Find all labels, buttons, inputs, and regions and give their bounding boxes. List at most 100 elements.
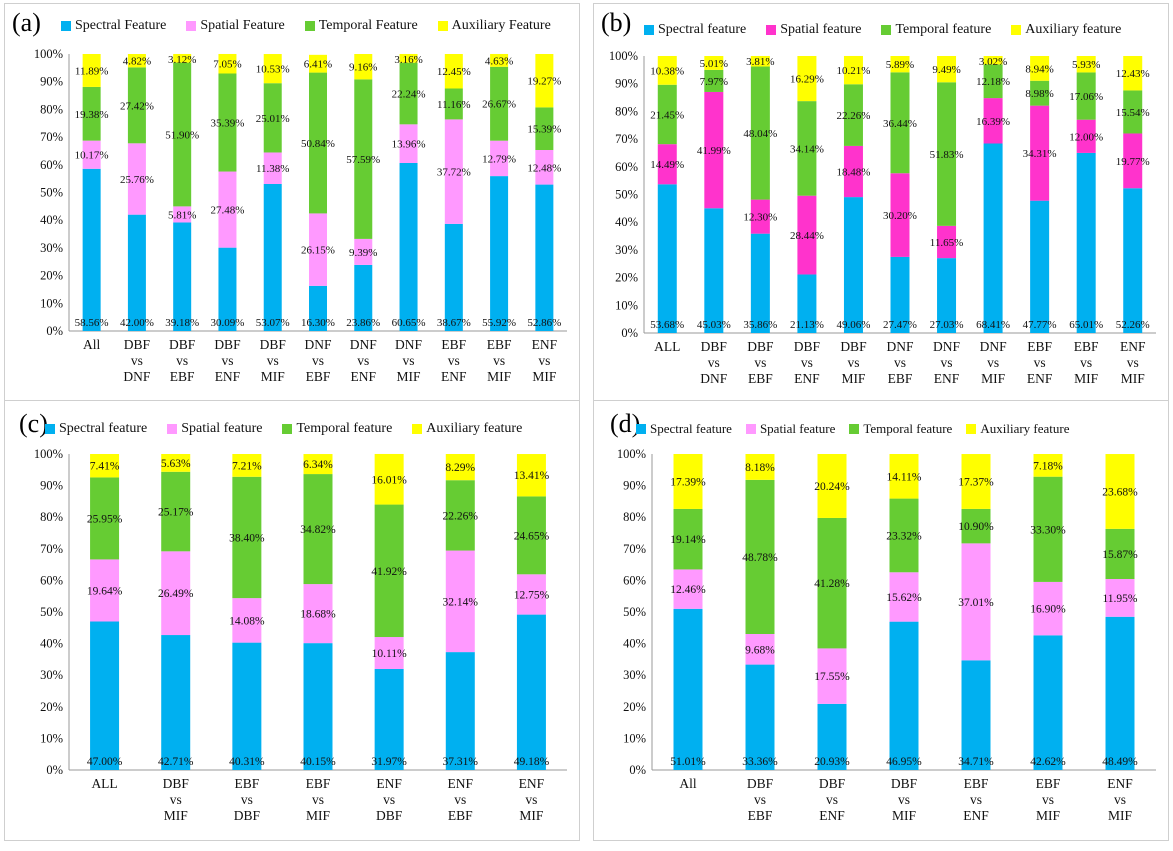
x-category-label: MIF (1036, 808, 1060, 823)
bar-segment-spectral-feature (399, 162, 418, 331)
bar-segment-spectral-feature (890, 256, 910, 333)
x-category-label: DBF (234, 808, 261, 823)
data-label: 23.68% (1102, 486, 1138, 498)
legend-item-auxiliary: Auxiliary feature (966, 421, 1070, 437)
y-tick-label: 90% (40, 479, 63, 493)
legend-swatch (45, 424, 55, 434)
data-label: 49.18% (514, 756, 550, 768)
x-category-label: MIF (532, 369, 556, 384)
y-tick-label: 100% (34, 447, 63, 461)
data-label: 3.12% (168, 54, 196, 66)
bar-segment-spectral-feature (535, 184, 554, 331)
x-category-label: DBF (794, 339, 821, 354)
data-label: 42.62% (1030, 756, 1066, 768)
bar-segment-spectral-feature (889, 621, 919, 770)
x-category-label: EBF (748, 371, 773, 386)
bar-segment-temporal-feature (374, 504, 404, 638)
data-label: 7.05% (213, 59, 241, 71)
x-category-label: DNF (933, 339, 960, 354)
y-tick-label: 100% (617, 447, 646, 461)
bar-segment-auxiliary-feature (263, 54, 282, 84)
data-label: 28.44% (790, 230, 824, 242)
legend-item-temporal: Temporal feature (282, 421, 392, 437)
x-category-label: ENF (351, 369, 377, 384)
data-label: 19.27% (527, 76, 561, 88)
y-tick-label: 30% (623, 668, 646, 682)
data-label: 7.41% (90, 461, 120, 473)
bar-segment-spectral-feature (983, 143, 1003, 333)
x-category-label: ENF (1107, 776, 1133, 791)
x-category-label: DBF (819, 776, 846, 791)
data-label: 18.48% (836, 167, 870, 179)
data-label: 12.75% (514, 589, 550, 601)
bar-segment-temporal-feature (983, 64, 1003, 99)
data-label: 14.49% (650, 159, 684, 171)
bar-segment-spatial-feature (983, 98, 1003, 144)
y-tick-label: 0% (621, 326, 638, 340)
x-category-label: DBF (214, 337, 241, 352)
x-category-label: MIF (519, 808, 543, 823)
data-label: 10.17% (75, 150, 109, 162)
x-category-label: EBF (441, 337, 466, 352)
x-category-label: vs (801, 355, 813, 370)
x-category-label: ENF (376, 776, 402, 791)
y-tick-label: 80% (40, 102, 63, 116)
data-label: 27.48% (210, 205, 244, 217)
y-tick-label: 0% (46, 324, 63, 338)
bar-segment-spectral-feature (1076, 152, 1096, 333)
x-category-label: vs (448, 353, 460, 368)
bar-segment-spatial-feature (444, 119, 463, 224)
chart-panel-b: (b) Spectral feature Spatial feature Tem… (593, 3, 1169, 418)
legend-swatch (849, 424, 860, 434)
x-category-label: ENF (794, 371, 820, 386)
data-label: 16.30% (301, 317, 335, 329)
data-label: 12.30% (743, 212, 777, 224)
data-label: 11.65% (930, 237, 964, 249)
bar-segment-temporal-feature (263, 83, 282, 153)
data-label: 41.99% (697, 145, 731, 157)
data-label: 48.49% (1102, 756, 1138, 768)
bar-segment-auxiliary-feature (90, 454, 120, 478)
data-label: 11.38% (256, 163, 290, 175)
data-label: 8.98% (1025, 88, 1053, 100)
bar-segment-temporal-feature (1033, 476, 1063, 582)
bar-segment-spectral-feature (961, 660, 991, 770)
data-label: 25.17% (158, 507, 194, 519)
data-label: 9.68% (745, 644, 775, 656)
bar-segment-auxiliary-feature (1123, 56, 1143, 91)
data-label: 5.89% (886, 59, 914, 71)
bar-segment-spectral-feature (704, 208, 724, 333)
bar-segment-temporal-feature (817, 517, 847, 649)
data-label: 17.37% (958, 476, 994, 488)
bar-segment-temporal-feature (704, 69, 724, 92)
legend-item-spatial: Spatial Feature (186, 18, 285, 34)
bar-segment-spectral-feature (309, 285, 327, 331)
data-label: 65.01% (1069, 319, 1103, 331)
legend-item-temporal: Temporal Feature (304, 18, 418, 34)
x-category-label: EBF (234, 776, 259, 791)
data-label: 7.21% (232, 460, 262, 472)
data-label: 5.01% (700, 58, 728, 70)
bar-segment-auxiliary-feature (161, 454, 191, 472)
bar-segment-spectral-feature (516, 614, 546, 770)
x-category-label: vs (538, 353, 550, 368)
bar-segment-spectral-feature (354, 264, 373, 331)
bar-segment-temporal-feature (797, 101, 817, 196)
x-category-label: DNF (980, 339, 1007, 354)
data-label: 8.29% (445, 462, 475, 474)
data-label: 22.26% (443, 510, 479, 522)
data-label: 18.68% (300, 609, 336, 621)
data-label: 16.39% (976, 116, 1010, 128)
y-tick-label: 60% (623, 573, 646, 587)
bar-segment-spectral-feature (750, 233, 770, 333)
x-category-label: vs (1114, 792, 1126, 807)
y-tick-label: 10% (40, 296, 63, 310)
bar-segment-auxiliary-feature (535, 54, 554, 108)
bar-segment-spatial-feature (263, 152, 282, 184)
legend-label: Temporal feature (296, 421, 393, 436)
y-tick-label: 40% (40, 637, 63, 651)
bar-segment-auxiliary-feature (961, 454, 991, 509)
legend-swatch (282, 424, 293, 434)
data-label: 16.01% (371, 474, 407, 486)
data-label: 5.93% (1072, 59, 1100, 71)
